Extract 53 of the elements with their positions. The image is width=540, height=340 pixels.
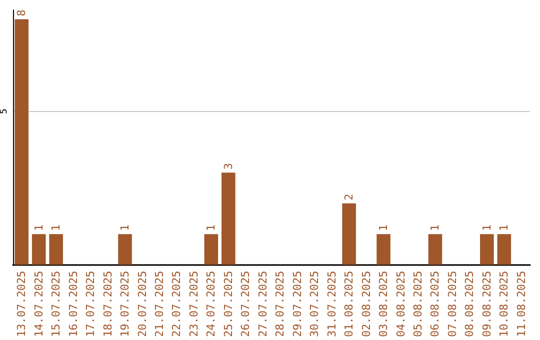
x-tick-label: 23.07.2025	[187, 270, 200, 338]
x-tick-label: 17.07.2025	[84, 270, 98, 338]
x-tick-label: 24.07.2025	[204, 270, 218, 338]
x-tick-label: 22.07.2025	[170, 270, 184, 338]
x-tick-label: 30.07.2025	[308, 270, 322, 338]
x-tick-label: 28.07.2025	[274, 270, 287, 338]
data-label: 1	[428, 224, 442, 232]
data-label: 1	[32, 224, 46, 232]
x-tick-label: 16.07.2025	[66, 270, 80, 338]
data-label: 1	[377, 224, 390, 232]
bar	[222, 172, 236, 265]
bar	[49, 234, 63, 265]
bar	[118, 234, 132, 265]
data-label: 1	[480, 224, 494, 232]
x-tick-label: 06.08.2025	[428, 270, 442, 338]
bar	[480, 234, 494, 265]
data-label: 8	[15, 10, 28, 16]
x-tick-label: 01.08.2025	[342, 270, 356, 338]
bar	[204, 234, 218, 265]
bar	[32, 234, 46, 265]
x-tick-label: 09.08.2025	[480, 270, 494, 338]
data-label: 1	[118, 224, 132, 232]
x-tick-label: 18.07.2025	[101, 270, 114, 338]
bar	[428, 234, 442, 265]
x-tick-label: 14.07.2025	[32, 270, 46, 338]
x-tick-label: 04.08.2025	[394, 270, 408, 338]
x-tick-label: 03.08.2025	[377, 270, 390, 338]
x-tick-label: 02.08.2025	[360, 270, 373, 338]
x-tick-label: 26.07.2025	[239, 270, 252, 338]
x-tick-label: 05.08.2025	[411, 270, 424, 338]
x-tick-label: 10.08.2025	[498, 270, 511, 338]
x-tick-label: 11.08.2025	[514, 270, 528, 338]
x-tick-label: 29.07.2025	[290, 270, 304, 338]
y-tick-label: 5	[0, 108, 10, 114]
bar	[497, 234, 512, 265]
x-tick-label: 25.07.2025	[222, 270, 235, 338]
data-label: 2	[342, 194, 356, 200]
x-tick-label: 08.08.2025	[463, 270, 476, 338]
bar	[14, 19, 29, 265]
x-tick-label: 13.07.2025	[15, 270, 28, 338]
bar	[342, 203, 356, 265]
data-label: 1	[204, 224, 218, 232]
data-label: 1	[50, 224, 63, 232]
x-tick-label: 21.07.2025	[152, 270, 166, 338]
x-tick-label: 19.07.2025	[118, 270, 132, 338]
data-label: 3	[222, 163, 235, 170]
x-tick-label: 31.07.2025	[325, 270, 338, 338]
x-tick-label: 20.07.2025	[136, 270, 149, 338]
bar	[376, 234, 390, 265]
x-tick-label: 15.07.2025	[50, 270, 63, 338]
x-tick-label: 27.07.2025	[256, 270, 270, 338]
x-tick-label: 07.08.2025	[446, 270, 459, 338]
data-label: 1	[498, 224, 511, 232]
